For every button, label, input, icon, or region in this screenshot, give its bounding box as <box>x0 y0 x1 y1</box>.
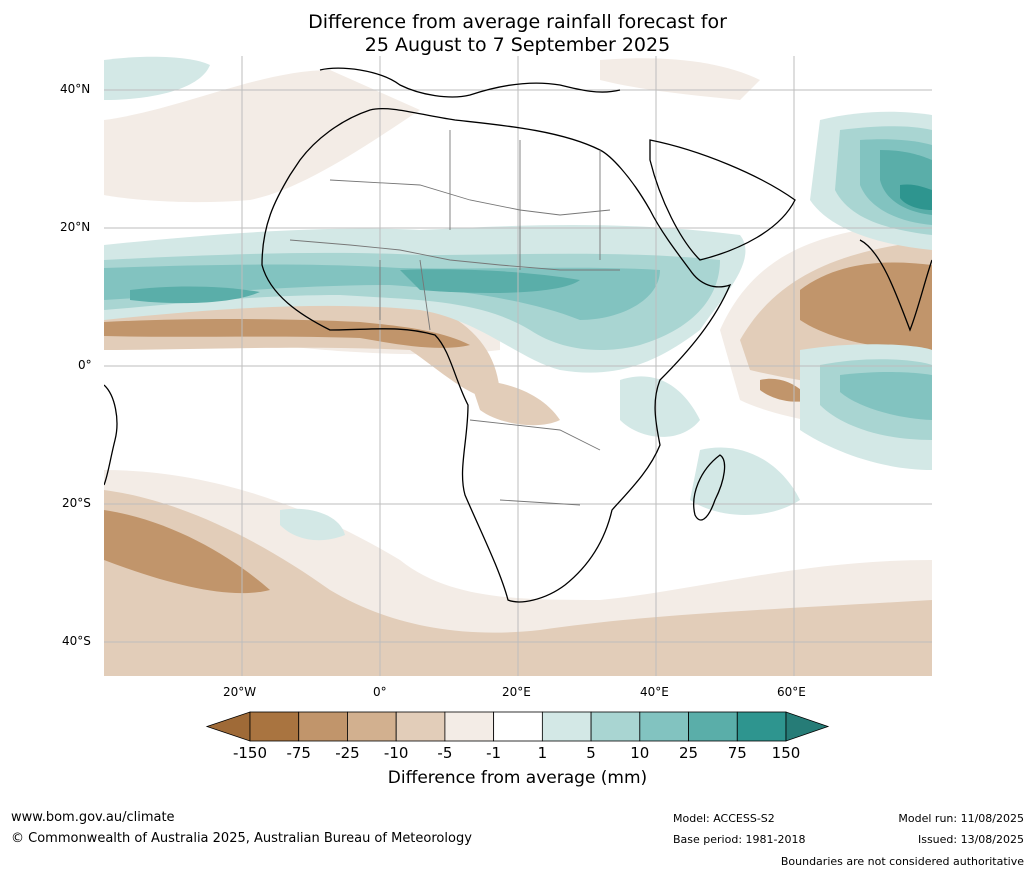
colorbar-swatch <box>444 711 495 742</box>
colorbar-extend-high <box>785 711 830 742</box>
footer-model-run: Model run: 11/08/2025 <box>898 812 1024 825</box>
colorbar-tick-label: -1 <box>486 744 502 762</box>
wet-peak <box>900 184 932 210</box>
lat-label-20s: 20°S <box>62 496 91 510</box>
lat-label-40n: 40°N <box>60 82 91 96</box>
lon-label-20w: 20°W <box>223 685 257 699</box>
map-area <box>104 56 932 676</box>
footer-base-period: Base period: 1981-2018 <box>673 833 806 846</box>
dry-shading-3 <box>104 262 932 594</box>
colorbar-swatch <box>249 711 300 742</box>
footer-copyright: © Commonwealth of Australia 2025, Austra… <box>11 831 472 846</box>
colorbar-tick-label: -75 <box>286 744 311 762</box>
colorbar-swatch <box>493 711 543 742</box>
wet-shading-4 <box>130 150 932 304</box>
map-title-line1: Difference from average rainfall forecas… <box>308 11 727 33</box>
colorbar-tick-label: -150 <box>232 744 268 762</box>
colorbar-extend-low <box>205 711 251 742</box>
colorbar-tick-label: -5 <box>437 744 453 762</box>
colorbar-swatch <box>298 711 348 742</box>
colorbar-tick-label: 75 <box>727 744 747 762</box>
lon-label-20e: 20°E <box>502 685 531 699</box>
colorbar <box>205 711 830 742</box>
lon-label-40e: 40°E <box>640 685 669 699</box>
colorbar-swatch <box>688 711 738 742</box>
lon-label-60e: 60°E <box>777 685 806 699</box>
colorbar-swatch <box>639 711 689 742</box>
colorbar-swatch <box>736 711 787 742</box>
colorbar-tick-label: 25 <box>678 744 699 762</box>
lat-label-20n: 20°N <box>60 220 91 234</box>
colorbar-tick-label: -10 <box>383 744 409 762</box>
colorbar-tick-label: 10 <box>630 744 650 762</box>
colorbar-swatch <box>590 711 641 742</box>
colorbar-tick-label: -25 <box>335 744 360 762</box>
colorbar-tick-label: 1 <box>537 744 548 762</box>
colorbar-swatch <box>347 711 397 742</box>
map-title-line2: 25 August to 7 September 2025 <box>364 34 671 56</box>
footer-website[interactable]: www.bom.gov.au/climate <box>11 810 175 825</box>
footer-disclaimer: Boundaries are not considered authoritat… <box>780 855 1024 868</box>
country-borders <box>289 130 620 506</box>
colorbar-title: Difference from average (mm) <box>387 768 648 788</box>
lon-label-0: 0° <box>373 685 387 699</box>
lat-label-0: 0° <box>78 358 92 372</box>
footer-model: Model: ACCESS-S2 <box>673 812 775 825</box>
colorbar-tick-label: 5 <box>586 744 596 762</box>
gridlines <box>104 56 932 676</box>
coastlines <box>104 67 932 603</box>
colorbar-swatch <box>541 711 592 742</box>
lat-label-40s: 40°S <box>62 634 91 648</box>
footer-issued: Issued: 13/08/2025 <box>917 833 1024 846</box>
colorbar-tick-label: 150 <box>771 744 801 762</box>
colorbar-swatch <box>395 711 446 742</box>
